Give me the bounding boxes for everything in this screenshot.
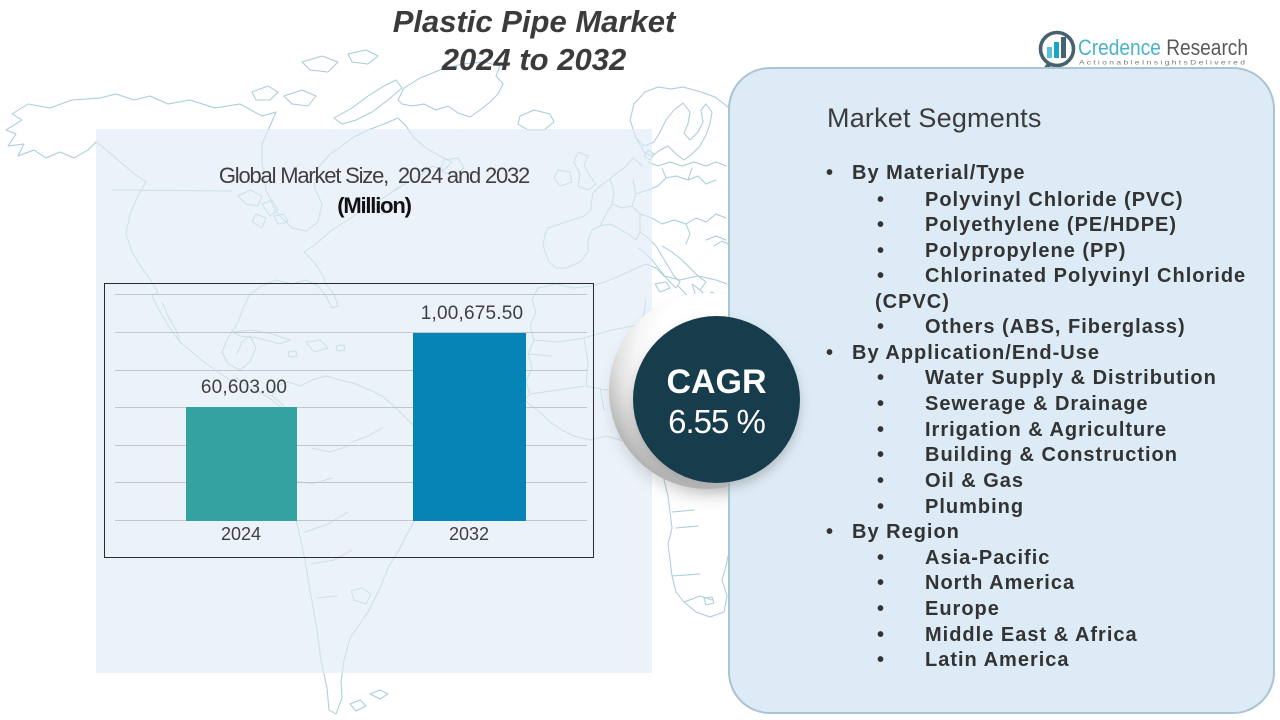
svg-text:A c t i o n a b l e I n s i: A c t i o n a b l e I n s i g h t s D e …: [1079, 60, 1245, 67]
svg-text:Credence Research: Credence Research: [1078, 35, 1248, 60]
